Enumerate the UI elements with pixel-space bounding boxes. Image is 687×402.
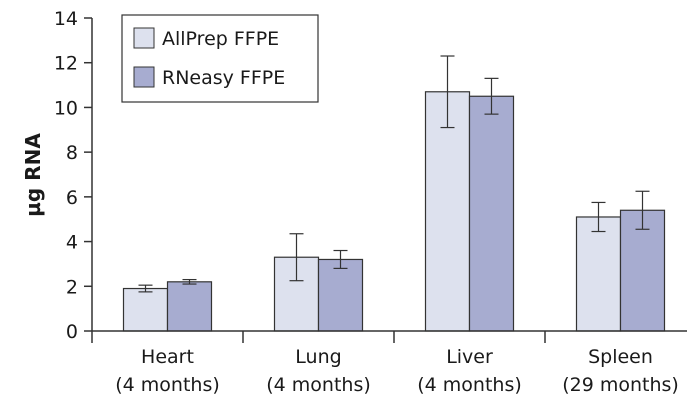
legend-label-rneasy: RNeasy FFPE — [162, 67, 285, 89]
category-sublabel: (4 months) — [266, 374, 371, 396]
y-axis-label: µg RNA — [21, 133, 45, 217]
y-tick-label: 12 — [54, 53, 78, 75]
category-sublabel: (29 months) — [562, 374, 679, 396]
y-tick-label: 0 — [66, 321, 78, 343]
bar-rneasy-ffpe — [619, 209, 666, 332]
category-sublabel: (4 months) — [417, 374, 522, 396]
category-label: Lung — [295, 346, 341, 368]
y-tick-label: 14 — [54, 8, 78, 30]
y-tick-label: 6 — [66, 187, 78, 209]
bar-rneasy-ffpe — [317, 258, 364, 332]
y-tick-label: 2 — [66, 276, 78, 298]
bar-rneasy-ffpe — [166, 281, 213, 332]
legend-swatch-rneasy — [133, 66, 155, 88]
legend-label-allprep: AllPrep FFPE — [162, 28, 279, 50]
legend-swatch-allprep — [133, 27, 155, 49]
y-tick-label: 8 — [66, 142, 78, 164]
bar-allprep-ffpe — [424, 91, 471, 332]
category-sublabel: (4 months) — [115, 374, 220, 396]
bar-allprep-ffpe — [575, 216, 622, 332]
category-label: Heart — [141, 346, 194, 368]
y-tick-label: 4 — [66, 232, 78, 254]
category-label: Liver — [446, 346, 493, 368]
bar-allprep-ffpe — [122, 287, 169, 332]
legend: AllPrep FFPE RNeasy FFPE — [121, 14, 319, 103]
legend-box — [121, 14, 319, 103]
bar-rneasy-ffpe — [468, 95, 515, 332]
y-tick-label: 10 — [54, 97, 78, 119]
category-label: Spleen — [588, 346, 653, 368]
